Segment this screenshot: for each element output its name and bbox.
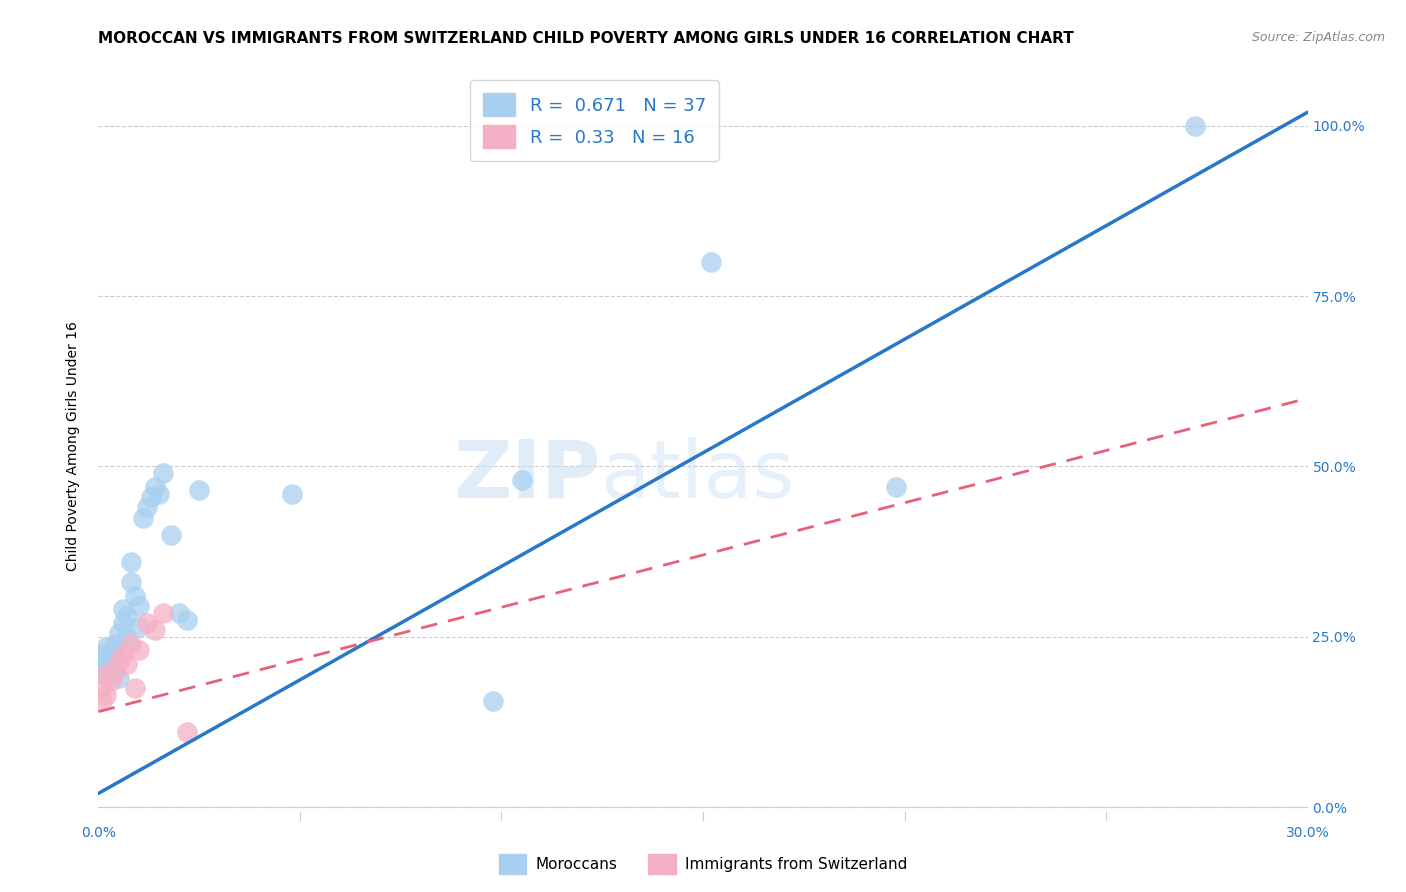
Point xyxy=(120,636,142,650)
Point xyxy=(103,643,125,657)
Point xyxy=(91,647,114,661)
Point xyxy=(100,673,122,688)
Point xyxy=(103,636,125,650)
Point xyxy=(96,640,118,654)
Point xyxy=(107,626,129,640)
Point xyxy=(91,657,114,671)
Point xyxy=(100,664,122,678)
Text: atlas: atlas xyxy=(600,437,794,515)
Point xyxy=(124,589,146,603)
Point xyxy=(139,490,162,504)
Point xyxy=(107,671,129,685)
Point xyxy=(111,647,134,661)
Point xyxy=(188,483,211,498)
Point xyxy=(135,616,157,631)
Point xyxy=(1184,119,1206,133)
Point xyxy=(91,681,114,695)
Legend: Moroccans, Immigrants from Switzerland: Moroccans, Immigrants from Switzerland xyxy=(494,848,912,880)
Point xyxy=(100,654,122,668)
Point xyxy=(160,527,183,541)
Point xyxy=(128,599,150,613)
Point xyxy=(176,613,198,627)
Point xyxy=(135,500,157,515)
Point xyxy=(120,555,142,569)
Point xyxy=(128,619,150,633)
Point xyxy=(96,660,118,674)
Point xyxy=(281,486,304,500)
Point xyxy=(91,694,114,708)
Text: MOROCCAN VS IMMIGRANTS FROM SWITZERLAND CHILD POVERTY AMONG GIRLS UNDER 16 CORRE: MOROCCAN VS IMMIGRANTS FROM SWITZERLAND … xyxy=(98,31,1074,46)
Point xyxy=(143,480,166,494)
Point xyxy=(96,667,118,681)
Point xyxy=(886,480,908,494)
Point xyxy=(103,664,125,678)
Point xyxy=(148,486,170,500)
Point xyxy=(115,657,138,671)
Point xyxy=(115,630,138,644)
Point xyxy=(143,623,166,637)
Point xyxy=(167,606,190,620)
Point xyxy=(107,654,129,668)
Point xyxy=(132,510,155,524)
Point xyxy=(510,473,533,487)
Point xyxy=(111,602,134,616)
Point xyxy=(482,694,505,708)
Point xyxy=(124,681,146,695)
Point xyxy=(152,606,174,620)
Y-axis label: Child Poverty Among Girls Under 16: Child Poverty Among Girls Under 16 xyxy=(66,321,80,571)
Point xyxy=(700,255,723,269)
Text: ZIP: ZIP xyxy=(453,437,600,515)
Point xyxy=(120,575,142,590)
Point xyxy=(115,609,138,624)
Point xyxy=(91,667,114,681)
Point xyxy=(176,725,198,739)
Point xyxy=(96,650,118,665)
Legend: R =  0.671   N = 37, R =  0.33   N = 16: R = 0.671 N = 37, R = 0.33 N = 16 xyxy=(470,80,718,161)
Point xyxy=(128,643,150,657)
Point xyxy=(152,467,174,481)
Text: Source: ZipAtlas.com: Source: ZipAtlas.com xyxy=(1251,31,1385,45)
Point xyxy=(96,688,118,702)
Point xyxy=(111,616,134,631)
